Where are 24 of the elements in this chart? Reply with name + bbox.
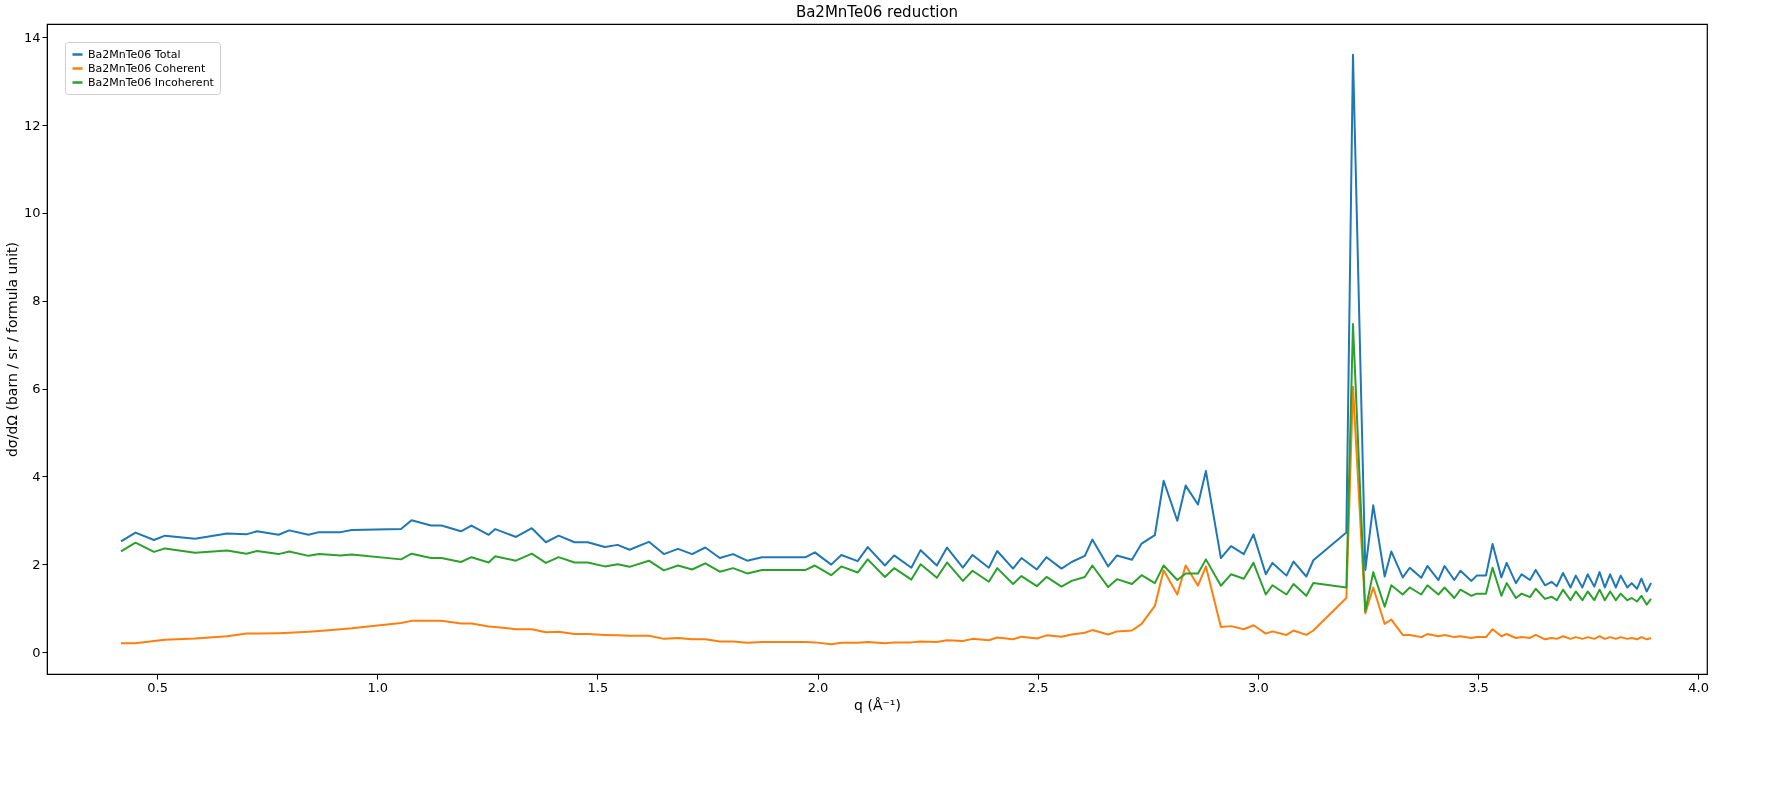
y-axis-title: dσ/dΩ (barn / sr / formula unit)	[3, 241, 20, 458]
x-tick-label: 1.5	[587, 679, 609, 695]
x-tick-label: 2.5	[1027, 679, 1049, 695]
x-tick-label: 3.0	[1248, 679, 1269, 695]
y-tick-label: 10	[23, 205, 41, 221]
x-tick-label: 1.0	[367, 679, 389, 695]
y-tick-label: 4	[32, 468, 41, 484]
y-tick-label: 0	[32, 644, 41, 660]
y-tick-label: 8	[32, 293, 41, 309]
y-tick-label: 2	[32, 556, 41, 572]
y-tick-label: 12	[23, 117, 41, 133]
x-tick-label: 0.5	[147, 679, 168, 695]
y-tick-label: 6	[32, 381, 41, 397]
legend-label: Ba2MnTe06 Total	[88, 47, 181, 61]
x-axis-title: q (Å⁻¹)	[854, 696, 901, 713]
x-tick-label: 3.5	[1468, 679, 1489, 695]
y-tick-label: 14	[23, 29, 41, 45]
chart-title: Ba2MnTe06 reduction	[795, 3, 959, 21]
line-series	[119, 322, 1653, 613]
legend-label: Ba2MnTe06 Coherent	[88, 61, 207, 75]
x-tick-label: 4.0	[1688, 679, 1710, 695]
x-tick-label: 2.0	[807, 679, 829, 695]
legend-label: Ba2MnTe06 Incoherent	[88, 75, 215, 89]
line-series	[119, 385, 1653, 646]
